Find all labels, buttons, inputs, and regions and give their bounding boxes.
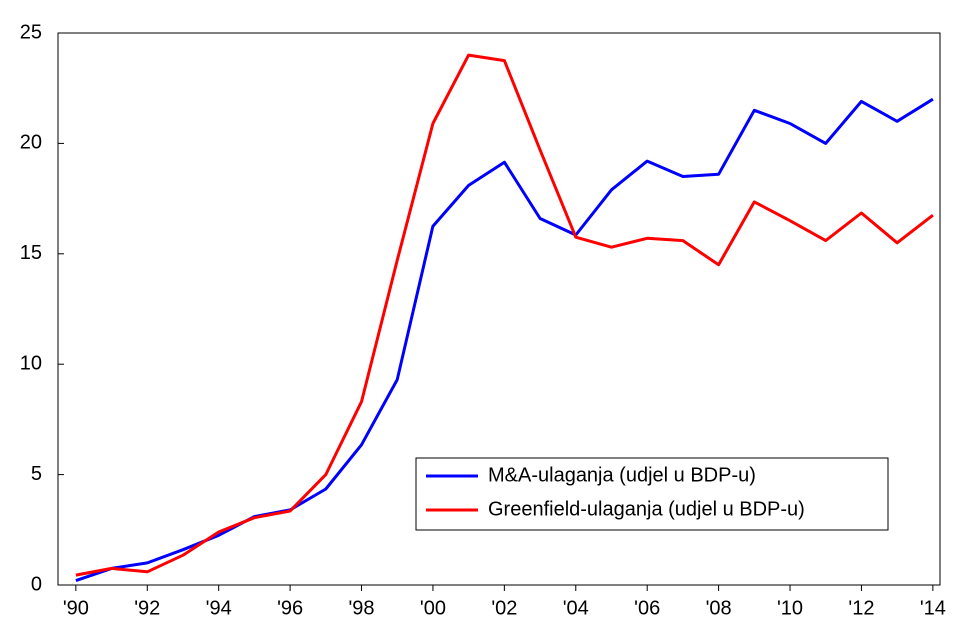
x-tick-label: '04 [563,597,589,619]
x-tick-label: '12 [848,597,874,619]
x-tick-label: '90 [63,597,89,619]
x-tick-label: '02 [491,597,517,619]
y-tick-label: 25 [20,21,42,43]
series-line [75,53,934,577]
x-tick-label: '92 [134,597,160,619]
x-tick-label: '08 [706,597,732,619]
y-tick-label: 5 [31,463,42,485]
x-tick-label: '14 [920,597,946,619]
x-tick-label: '06 [634,597,660,619]
legend-label: M&A-ulaganja (udjel u BDP-u) [488,464,756,486]
x-tick-label: '94 [206,597,232,619]
series-line [75,97,934,583]
y-tick-label: 0 [31,573,42,595]
legend-label: Greenfield-ulaganja (udjel u BDP-u) [488,498,805,520]
x-tick-label: '98 [348,597,374,619]
x-tick-label: '00 [420,597,446,619]
plot-frame [57,32,941,586]
y-tick-label: 10 [20,352,42,374]
y-tick-label: 20 [20,132,42,154]
y-tick-label: 15 [20,242,42,264]
legend-box [415,457,889,531]
x-tick-label: '10 [777,597,803,619]
x-tick-label: '96 [277,597,303,619]
